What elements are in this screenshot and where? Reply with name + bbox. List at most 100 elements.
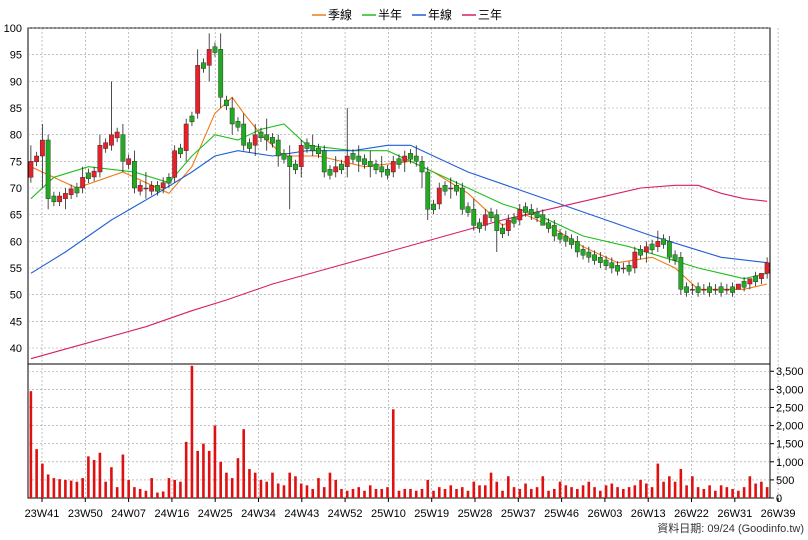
candle-body — [718, 286, 724, 293]
volume-bar — [541, 476, 545, 498]
volume-bar — [248, 469, 251, 498]
time-tick-label: 26W03 — [587, 508, 622, 520]
volume-bar — [41, 463, 44, 498]
candle-body — [500, 227, 505, 235]
volume-bar — [432, 490, 435, 498]
volume-bar — [144, 490, 148, 498]
legend-label: 三年 — [478, 8, 502, 22]
volume-bar — [535, 487, 539, 498]
volume-bar — [472, 481, 476, 498]
volume-bar — [219, 461, 222, 498]
volume-bar — [489, 472, 493, 498]
candle-body — [241, 123, 247, 146]
price-tick-label: 60 — [10, 236, 22, 248]
volume-bar — [265, 481, 269, 498]
volume-bar — [150, 478, 153, 498]
volume-bar — [345, 490, 349, 498]
candle-body — [488, 211, 494, 219]
volume-bar — [524, 483, 527, 498]
volume-tick-label: 2,500 — [776, 402, 804, 414]
candle-body — [321, 150, 327, 173]
volume-bar — [253, 472, 257, 498]
candle-body — [45, 139, 51, 199]
volume-tick-label: 3,500 — [776, 366, 804, 378]
time-tick-label: 26W31 — [717, 508, 752, 520]
candle-body — [707, 286, 713, 293]
candle-body — [505, 219, 511, 231]
candle-body — [367, 161, 373, 167]
volume-tick-label: 0 — [776, 493, 782, 505]
volume-bar — [173, 479, 176, 498]
candle-body — [206, 49, 212, 66]
candle-body — [465, 206, 471, 213]
candle-body — [626, 265, 632, 272]
legend-label: 年線 — [428, 7, 452, 22]
volume-tick-label: 1,500 — [776, 439, 804, 451]
candle-body — [195, 65, 201, 114]
volume-bar — [564, 485, 568, 498]
volume-bar — [184, 441, 188, 498]
volume-bar — [639, 479, 642, 498]
candle-body — [229, 107, 235, 125]
time-axis: 23W41 23W50 24W07 24W16 24W25 24W34 24W43 24W52… — [25, 498, 796, 520]
volume-bar — [127, 479, 130, 498]
volume-bar — [92, 459, 96, 498]
candle-body — [34, 155, 40, 163]
candle-body — [224, 99, 229, 107]
candle-body — [546, 222, 551, 229]
candle-body — [482, 214, 488, 226]
volume-bar — [581, 485, 585, 498]
candle-body — [390, 161, 396, 173]
price-tick-label: 85 — [10, 103, 22, 115]
candle-body — [609, 262, 615, 269]
volume-bar — [242, 429, 245, 498]
candle-body — [160, 182, 166, 189]
candle-body — [551, 225, 557, 237]
volume-bar — [35, 449, 38, 498]
candle-body — [459, 187, 465, 210]
candle-body — [270, 137, 275, 144]
volume-bar — [656, 463, 660, 498]
volume-bar — [403, 488, 407, 498]
candle-body — [689, 289, 695, 291]
candle-body — [252, 134, 258, 146]
volume-bar — [75, 481, 79, 498]
candle-body — [356, 155, 362, 162]
candle-body — [494, 214, 500, 231]
candle-body — [431, 203, 436, 211]
candle-body — [362, 158, 367, 165]
price-tick-label: 70 — [10, 183, 22, 195]
candle-body — [655, 241, 661, 247]
price-tick-label: 50 — [10, 290, 22, 302]
legend-label: 半年 — [378, 8, 402, 22]
volume-bar — [714, 490, 717, 498]
volume-bar — [202, 443, 205, 498]
candle-body — [396, 158, 402, 165]
volume-bar — [576, 488, 579, 498]
volume-bar — [271, 472, 274, 498]
volume-bar — [368, 485, 372, 498]
volume-bar — [104, 481, 107, 498]
candle-body — [695, 286, 701, 293]
candle-body — [586, 251, 592, 258]
volume-bar — [604, 485, 608, 498]
candle-body — [126, 158, 132, 165]
candle-body — [39, 139, 45, 157]
candle-body — [454, 185, 459, 192]
candle-body — [523, 206, 528, 213]
volume-bar — [288, 472, 292, 498]
volume-bar — [276, 483, 280, 498]
volume-bar — [650, 487, 654, 498]
volume-bar — [230, 478, 234, 498]
volume-bar — [679, 469, 683, 498]
price-panel — [27, 27, 771, 365]
volume-bar — [161, 491, 165, 498]
candle-body — [678, 257, 684, 290]
candle-body — [402, 155, 408, 162]
volume-bar — [391, 409, 395, 498]
legend: 季線 半年 年線 三年 — [312, 7, 502, 22]
volume-bar — [179, 481, 182, 498]
candle-body — [649, 243, 655, 251]
volume-bar — [299, 483, 303, 498]
candle-body — [304, 142, 310, 149]
